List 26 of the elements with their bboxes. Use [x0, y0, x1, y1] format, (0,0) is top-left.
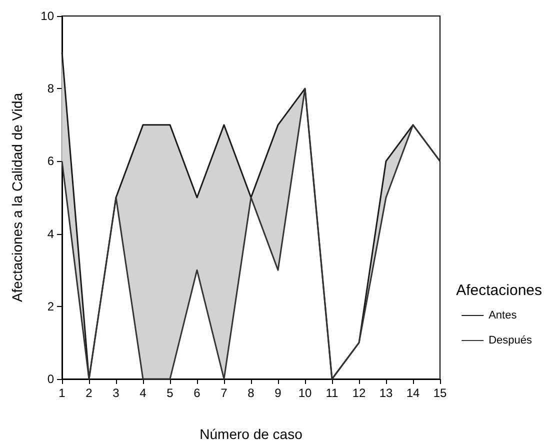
- legend-title: Afectaciones: [456, 282, 542, 299]
- y-tick-label: 6: [47, 154, 54, 168]
- legend-label: Antes: [488, 310, 518, 322]
- y-tick-label: 2: [47, 299, 54, 314]
- legend-label: Después: [488, 334, 532, 346]
- y-tick-label: 4: [47, 226, 54, 241]
- x-tick-label: 13: [379, 386, 393, 400]
- x-tick-label: 15: [433, 386, 447, 400]
- x-tick-label: 8: [248, 386, 255, 400]
- y-tick-label: 10: [40, 9, 54, 23]
- x-tick-label: 9: [274, 386, 282, 400]
- x-tick-label: 4: [140, 386, 147, 400]
- x-tick-label: 1: [58, 386, 66, 400]
- x-tick-label: 10: [298, 386, 312, 400]
- x-tick-label: 6: [194, 386, 201, 400]
- x-tick-label: 7: [220, 386, 228, 400]
- x-tick-label: 11: [326, 386, 339, 400]
- x-tick-label: 3: [112, 386, 120, 400]
- x-tick-label: 5: [166, 386, 174, 400]
- x-tick-label: 14: [406, 386, 420, 400]
- x-axis-title: Número de caso: [200, 426, 303, 442]
- y-tick-label: 0: [47, 372, 54, 386]
- y-tick-label: 8: [47, 82, 54, 96]
- y-axis-title: Afectaciones a la Calidad de Vida: [9, 92, 25, 302]
- x-tick-label: 2: [86, 386, 93, 400]
- x-tick-label: 12: [352, 386, 366, 400]
